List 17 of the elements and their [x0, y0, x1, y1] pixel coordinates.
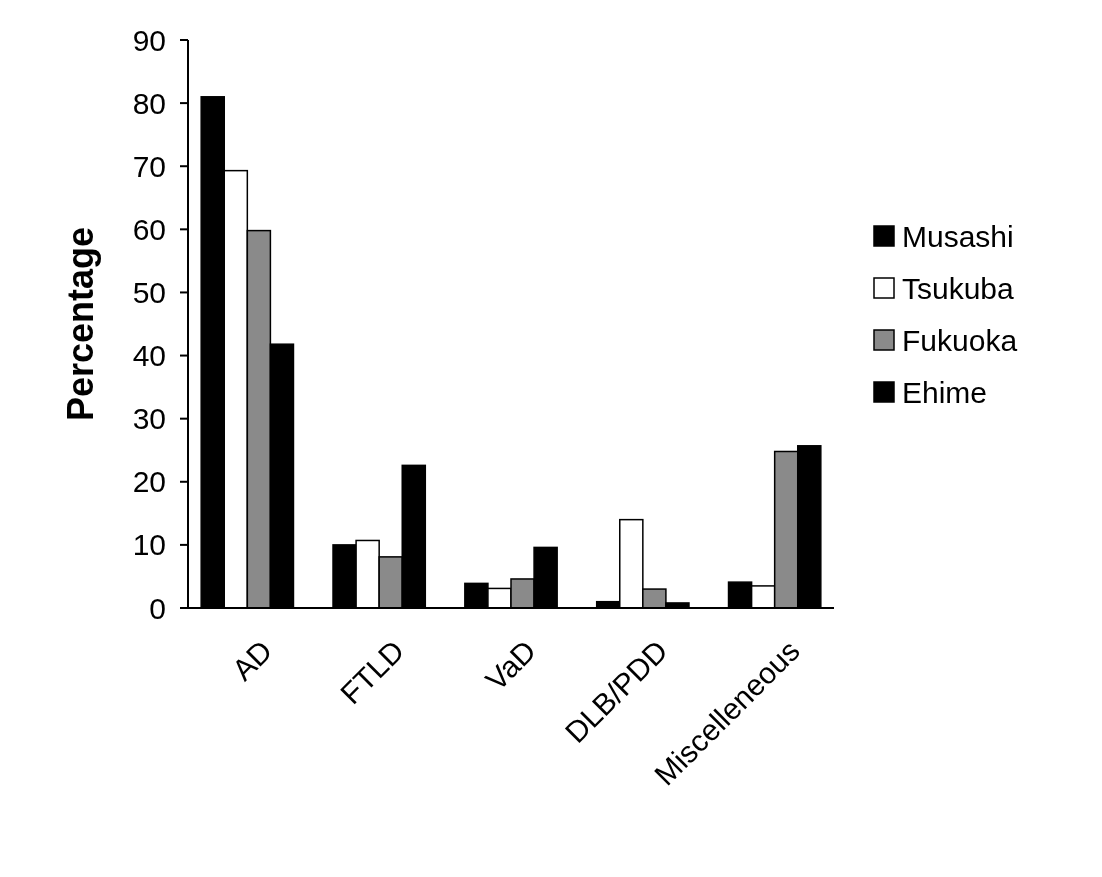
- y-tick-label: 20: [132, 465, 166, 499]
- y-tick-label: 10: [132, 528, 166, 562]
- y-tick-label: 0: [149, 591, 166, 625]
- y-axis-title: Percentage: [60, 226, 101, 422]
- y-tick-label: 30: [132, 402, 166, 436]
- y-tick-label: 50: [132, 275, 166, 309]
- y-tick-label: 90: [132, 23, 166, 57]
- y-tick-label: 80: [132, 86, 166, 120]
- legend-label: Musashi: [902, 219, 1014, 253]
- x-tick-label: VaD: [479, 633, 543, 697]
- legend-label: Fukuoka: [902, 323, 1018, 357]
- legend-label: Tsukuba: [902, 271, 1015, 305]
- y-tick-label: 40: [132, 339, 166, 373]
- legend-label: Ehime: [902, 375, 988, 409]
- y-tick-label: 60: [132, 212, 166, 246]
- x-tick-label: AD: [225, 633, 279, 687]
- y-tick-label: 70: [132, 149, 166, 183]
